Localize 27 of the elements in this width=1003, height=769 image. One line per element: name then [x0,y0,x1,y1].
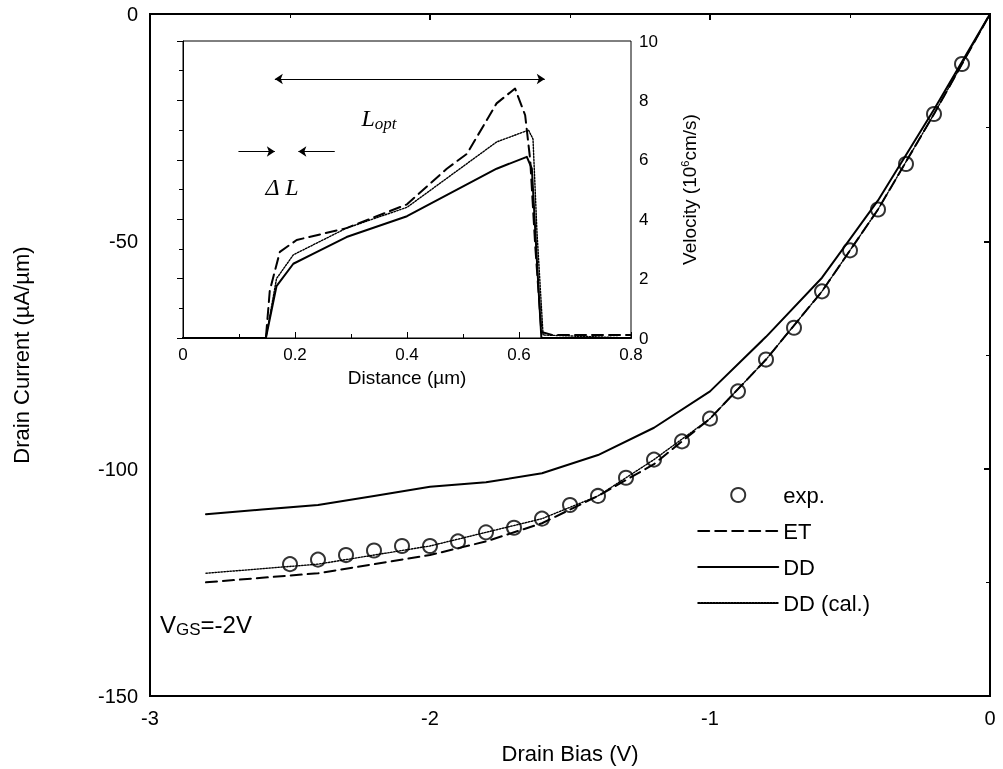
x-axis-title: Distance (µm) [347,367,467,388]
y-tick-label: 8 [639,90,649,110]
x-tick-label: -3 [141,707,159,729]
y-tick-label: 6 [639,150,649,170]
x-tick-label: 0.4 [395,345,419,364]
x-axis-title: Drain Bias (V) [501,740,639,766]
x-tick-label: 0 [178,345,188,364]
y-tick-label: -50 [109,230,138,253]
legend-label: exp. [783,482,825,508]
x-tick-label: -2 [421,707,439,729]
y-tick-label: -150 [97,685,138,707]
legend-label: DD [783,554,816,580]
legend-label: DD (cal.) [783,590,871,616]
x-tick-label: -1 [701,707,719,729]
x-tick-label: 0.2 [283,345,307,364]
x-tick-label: 0.8 [619,345,643,364]
y-tick-label: 10 [639,31,658,51]
y-axis-title: Drain Current (µA/µm) [8,246,34,464]
y-tick-label: -100 [97,457,138,480]
x-tick-label: 0.6 [507,345,531,364]
y-tick-label: 0 [126,3,138,25]
annotation: Δ L [264,173,299,200]
legend-label: ET [783,518,812,544]
y-tick-label: 0 [639,328,649,348]
y-tick-label: 2 [639,269,649,289]
y-tick-label: 4 [639,209,649,229]
x-tick-label: 0 [984,707,996,729]
